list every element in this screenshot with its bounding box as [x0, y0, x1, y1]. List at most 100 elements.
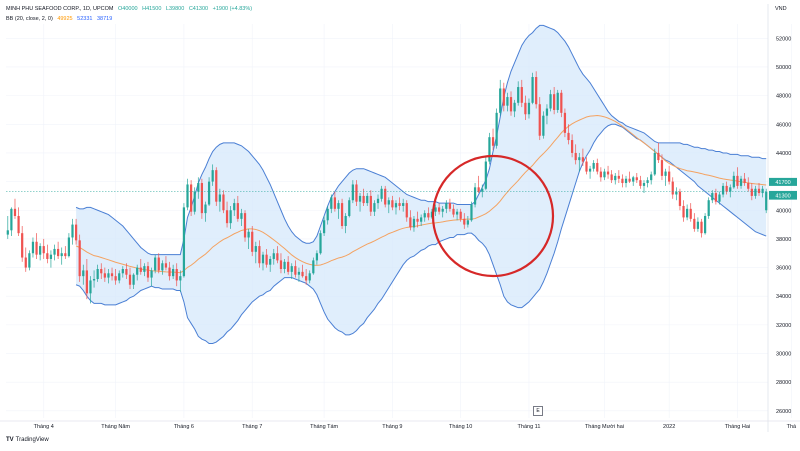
candle-body: [103, 273, 106, 278]
x-tick-label: 2022: [663, 424, 675, 430]
tradingview-logo[interactable]: TV TradingView: [6, 437, 49, 443]
candles[interactable]: [6, 71, 768, 304]
candle-body: [215, 170, 218, 202]
candle-body: [132, 274, 135, 285]
events-icon[interactable]: E: [533, 406, 543, 416]
candle-body: [31, 241, 35, 254]
candle-body: [384, 188, 387, 205]
candle-body: [596, 162, 599, 172]
candle-body: [312, 260, 315, 274]
candle-body: [92, 279, 96, 281]
candle-body: [161, 263, 164, 271]
x-tick-label: Tháng 7: [242, 424, 262, 430]
candle-body: [333, 197, 336, 209]
high-value: H41500: [142, 6, 162, 12]
candle-body: [420, 217, 423, 222]
candle-body: [366, 195, 369, 204]
close-value: C41300: [188, 6, 209, 12]
candle-body: [243, 213, 247, 238]
y-tick-label: 36000: [776, 266, 791, 272]
candle-body: [402, 203, 405, 206]
candle-body: [394, 203, 398, 208]
candle-body: [477, 187, 480, 192]
candle-body: [297, 271, 301, 275]
symbol-title: MINH PHU SEAFOOD CORP., 1D, UPCOM: [6, 6, 114, 12]
candle-body: [581, 157, 585, 162]
candle-body: [128, 274, 132, 285]
candle-body: [711, 193, 714, 201]
candle-body: [168, 267, 171, 277]
candle-body: [391, 200, 394, 208]
bb-lower-value: 38719: [96, 16, 113, 22]
candle-body: [380, 188, 383, 199]
candle-body: [675, 191, 678, 195]
candle-body: [563, 112, 567, 133]
candle-body: [172, 268, 175, 277]
candle-body: [729, 187, 732, 192]
candle-body: [179, 276, 182, 281]
x-tick-label: Tháng 4: [34, 424, 54, 430]
candle-body: [438, 207, 441, 212]
candle-body: [556, 92, 559, 110]
candle-body: [452, 208, 455, 215]
candle-body: [459, 211, 462, 219]
candle-body: [427, 213, 430, 218]
y-tick-label: 28000: [776, 380, 791, 386]
candle-body: [272, 253, 275, 259]
candle-body: [610, 174, 613, 181]
candle-body: [614, 175, 617, 181]
candle-body: [35, 241, 38, 255]
candle-body: [721, 185, 725, 195]
x-tick-label: Tháng Mười hai: [585, 424, 624, 430]
candle-body: [207, 181, 211, 205]
candle-body: [287, 261, 290, 272]
candle-body: [499, 88, 502, 113]
candle-body: [358, 195, 362, 202]
candle-body: [423, 213, 426, 218]
candle-body: [747, 183, 750, 189]
candle-body: [118, 273, 121, 281]
candle-body: [100, 268, 103, 274]
price-label: 41300: [775, 194, 790, 200]
candle-body: [603, 171, 606, 178]
candle-body: [85, 270, 88, 294]
candle-body: [200, 183, 204, 214]
bb-basis-value: 49925: [57, 16, 73, 22]
bb-upper-value: 52331: [77, 16, 93, 22]
candle-body: [765, 191, 768, 211]
candle-body: [502, 88, 505, 106]
candle-body: [725, 185, 728, 192]
candle-body: [240, 213, 243, 219]
candle-body: [265, 254, 268, 265]
bollinger-bands: [75, 24, 767, 344]
candle-body: [757, 188, 761, 194]
candle-body: [369, 195, 372, 212]
candle-body: [236, 203, 239, 219]
price-label-box: [769, 191, 797, 200]
highlight-circle: [431, 154, 555, 278]
candle-body: [632, 177, 635, 182]
candle-body: [157, 257, 160, 271]
x-tick-label: Thá: [787, 424, 797, 430]
candle-body: [42, 246, 45, 254]
y-tick-label: 34000: [776, 294, 791, 300]
candle-body: [146, 266, 150, 278]
candle-body: [754, 188, 757, 196]
bb-legend[interactable]: BB (20, close, 2, 0) 49925 52331 38719: [6, 16, 115, 22]
candle-body: [344, 215, 347, 227]
candle-body: [348, 200, 351, 216]
candle-body: [211, 170, 214, 182]
candle-body: [376, 198, 380, 204]
candle-body: [689, 208, 692, 219]
symbol-legend: MINH PHU SEAFOOD CORP., 1D, UPCOM O40000…: [6, 6, 255, 12]
candle-body: [693, 218, 696, 229]
x-tick-label: Tháng Hai: [725, 424, 750, 430]
y-tick-label: 26000: [776, 409, 791, 415]
candle-body: [470, 204, 473, 221]
candle-body: [682, 205, 685, 218]
y-tick-label: 46000: [776, 122, 791, 128]
candle-body: [743, 178, 746, 184]
candle-body: [315, 253, 319, 261]
candle-body: [229, 210, 232, 224]
